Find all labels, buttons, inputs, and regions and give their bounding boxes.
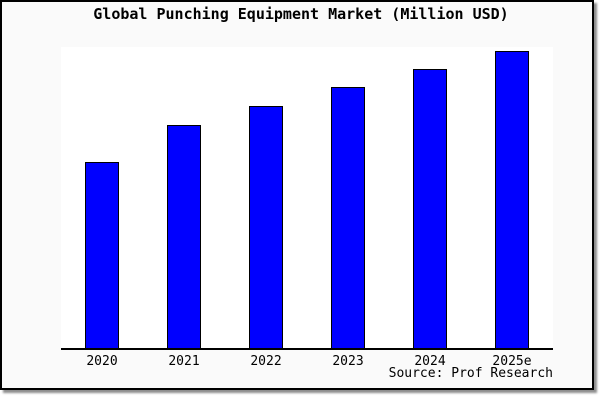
bar-2022 bbox=[249, 106, 283, 348]
plot-area bbox=[61, 47, 553, 350]
x-axis-tick-labels: 2020 2021 2022 2023 2024 2025e bbox=[61, 354, 553, 369]
x-tick-label-2021: 2021 bbox=[168, 354, 200, 369]
bar-2020 bbox=[85, 162, 119, 348]
chart-title: Global Punching Equipment Market (Millio… bbox=[93, 5, 509, 23]
source-note: Source: Prof Research bbox=[388, 366, 553, 381]
bar-2025e bbox=[495, 51, 529, 348]
chart-frame: Global Punching Equipment Market (Millio… bbox=[0, 0, 594, 390]
bar-2023 bbox=[331, 87, 365, 348]
bar-2021 bbox=[167, 125, 201, 348]
x-tick-label-2023: 2023 bbox=[332, 354, 364, 369]
x-tick-label-2022: 2022 bbox=[250, 354, 282, 369]
bar-2024 bbox=[413, 69, 447, 348]
x-tick-label-2020: 2020 bbox=[86, 354, 118, 369]
x-tick-label-2024: 2024 bbox=[414, 354, 446, 369]
x-tick-label-2025e: 2025e bbox=[492, 354, 532, 369]
